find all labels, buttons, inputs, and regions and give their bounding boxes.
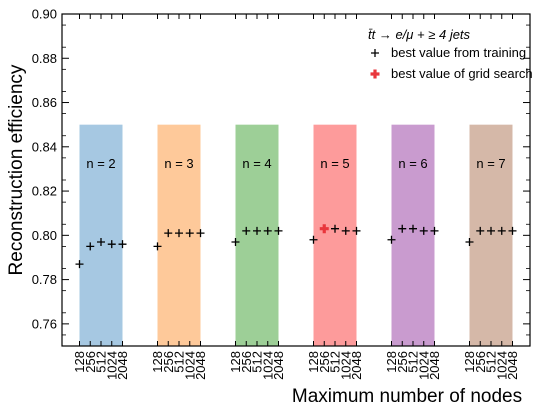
training-marker <box>231 237 240 246</box>
group-band-7 <box>469 124 513 347</box>
training-marker <box>419 226 428 235</box>
x-tick-label: 2048 <box>349 351 364 380</box>
group-band-4 <box>235 124 279 347</box>
x-tick-label: 128 <box>306 351 321 373</box>
x-tick-label: 1024 <box>182 351 197 380</box>
training-marker <box>331 224 339 233</box>
training-marker <box>185 229 194 238</box>
y-tick-label: 0.80 <box>32 228 57 243</box>
training-marker <box>476 226 485 235</box>
training-marker <box>75 260 84 269</box>
x-tick-label: 1024 <box>416 351 431 380</box>
legend-label: best value from training <box>391 45 526 60</box>
legend: t̄t → e/μ + ≥ 4 jets best value from tra… <box>368 27 533 81</box>
y-tick-label: 0.90 <box>32 7 57 22</box>
x-tick-label: 2048 <box>193 351 208 380</box>
x-tick-label: 128 <box>462 351 477 373</box>
training-marker <box>487 226 495 235</box>
x-tick-label: 1024 <box>494 351 509 380</box>
y-tick-label: 0.82 <box>32 184 57 199</box>
data-markers <box>75 224 517 269</box>
training-marker <box>118 240 127 249</box>
x-tick-label: 128 <box>228 351 243 373</box>
legend-title: t̄t → e/μ + ≥ 4 jets <box>368 27 471 42</box>
x-tick-label: 2048 <box>505 351 520 380</box>
x-tick-label: 256 <box>239 351 254 373</box>
y-tick-label: 0.88 <box>32 51 57 66</box>
group-label: n = 5 <box>320 156 349 171</box>
training-marker <box>409 224 417 233</box>
x-tick-label: 1024 <box>260 351 275 380</box>
training-marker <box>465 237 474 246</box>
group-label: n = 6 <box>398 156 427 171</box>
training-marker <box>253 226 261 235</box>
group-bands: n = 2 n = 3 n = 4 n = 5 n = 6 n = 7 <box>79 124 513 347</box>
plot-frame <box>61 13 531 347</box>
x-tick-label: 2048 <box>271 351 286 380</box>
training-marker <box>352 226 361 235</box>
training-marker <box>398 224 407 233</box>
x-tick-label: 128 <box>150 351 165 373</box>
training-marker <box>497 226 506 235</box>
training-marker <box>107 240 116 249</box>
y-tick-label: 0.78 <box>32 272 57 287</box>
group-label: n = 7 <box>476 156 505 171</box>
group-label: n = 2 <box>86 156 115 171</box>
legend-marker <box>371 49 379 57</box>
legend-entries: best value from training best value of gr… <box>370 45 533 81</box>
legend-label: best value of grid search <box>391 66 533 81</box>
x-tick-label: 256 <box>83 351 98 373</box>
x-tick-label: 2048 <box>427 351 442 380</box>
x-tick-label: 512 <box>484 351 499 373</box>
x-tick-label: 256 <box>317 351 332 373</box>
y-tick-label: 0.76 <box>32 316 57 331</box>
training-marker <box>242 226 251 235</box>
training-marker <box>196 229 205 238</box>
group-band-5 <box>313 124 357 347</box>
x-tick-label: 256 <box>161 351 176 373</box>
training-marker <box>309 235 318 244</box>
group-label: n = 4 <box>242 156 271 171</box>
training-marker <box>508 226 517 235</box>
training-marker <box>86 242 95 251</box>
legend-marker <box>370 69 380 79</box>
y-axis-label: Reconstruction efficiency <box>6 64 27 275</box>
x-tick-label: 128 <box>72 351 87 373</box>
x-axis-label: Maximum number of nodes <box>292 386 522 407</box>
y-tick-label: 0.84 <box>32 139 57 154</box>
x-tick-label: 512 <box>172 351 187 373</box>
training-marker <box>263 226 272 235</box>
training-marker <box>175 229 183 238</box>
x-tick-label: 512 <box>94 351 109 373</box>
training-marker <box>97 237 105 246</box>
training-marker <box>274 226 283 235</box>
training-marker <box>387 235 396 244</box>
x-tick-label: 512 <box>250 351 265 373</box>
training-marker <box>341 226 350 235</box>
group-band-2 <box>79 124 123 347</box>
x-tick-label: 512 <box>328 351 343 373</box>
x-tick-label: 2048 <box>115 351 130 380</box>
group-band-6 <box>391 124 435 347</box>
x-tick-label: 1024 <box>104 351 119 380</box>
x-tick-label: 128 <box>384 351 399 373</box>
training-marker <box>153 242 162 251</box>
training-marker <box>430 226 439 235</box>
x-tick-label: 256 <box>395 351 410 373</box>
x-tick-label: 512 <box>406 351 421 373</box>
training-marker <box>164 229 173 238</box>
y-tick-label: 0.86 <box>32 95 57 110</box>
x-tick-label: 1024 <box>338 351 353 380</box>
x-tick-label: 256 <box>473 351 488 373</box>
best-grid-marker <box>319 224 329 234</box>
group-label: n = 3 <box>164 156 193 171</box>
